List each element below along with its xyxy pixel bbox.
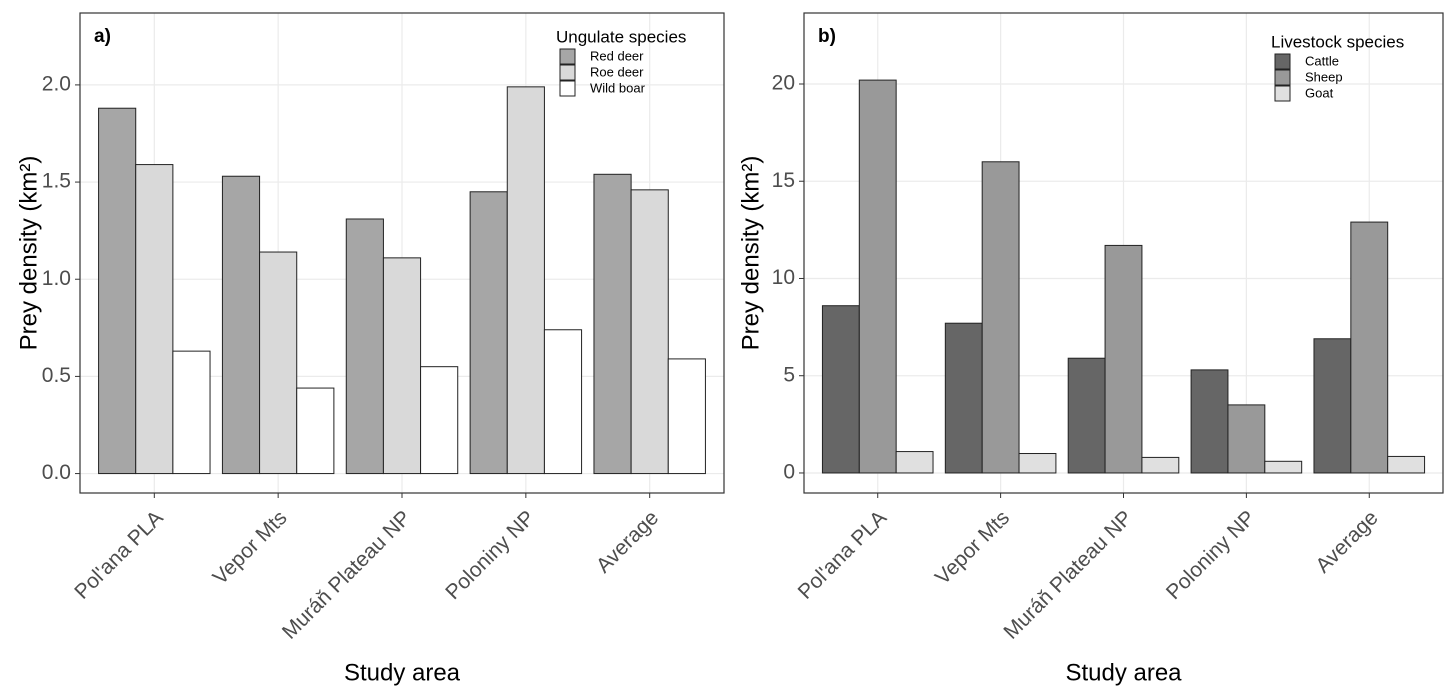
legend-swatch	[559, 64, 576, 81]
y-tick-label: 1.5	[42, 170, 71, 193]
y-axis-title: Prey density (km²)	[737, 156, 764, 351]
y-tick-label: 1.0	[42, 267, 71, 290]
bar	[259, 251, 298, 475]
y-tick-label: 10	[772, 266, 795, 289]
bar	[420, 366, 459, 475]
legend-label: Wild boar	[590, 80, 646, 95]
bar	[895, 451, 934, 474]
y-tick-label: 20	[772, 72, 795, 95]
x-tick-label: Poloniny NP	[441, 506, 539, 604]
bar	[630, 189, 669, 475]
x-tick-label: Pol'ana PLA	[70, 506, 168, 604]
y-tick-label: 5	[783, 363, 795, 386]
y-axis-title: Prey density (km²)	[15, 156, 42, 351]
x-axis-title: Study area	[1065, 659, 1182, 686]
bar	[506, 86, 545, 475]
panel-label: a)	[94, 26, 111, 47]
bar	[1141, 456, 1180, 474]
legend-label: Roe deer	[590, 64, 644, 79]
legend-swatch	[1274, 69, 1291, 86]
bar	[135, 164, 174, 475]
bar	[543, 329, 583, 475]
y-tick-label: 0	[783, 461, 795, 484]
panel-border	[803, 12, 1444, 494]
bar	[1313, 338, 1352, 474]
x-tick-label: Vepor Mts	[931, 506, 1014, 589]
x-axis-title: Study area	[344, 659, 461, 686]
bar	[858, 79, 897, 474]
bar	[382, 257, 422, 475]
x-tick-label: Muráň Plateau NP	[999, 506, 1137, 644]
x-tick-label: Average	[592, 506, 663, 577]
legend-label: Cattle	[1305, 53, 1339, 68]
x-tick-label: Muráň Plateau NP	[278, 506, 416, 644]
bar	[345, 218, 384, 475]
bar	[1387, 455, 1426, 474]
x-tick-label: Poloniny NP	[1162, 506, 1260, 604]
legend-title: Livestock species	[1271, 32, 1404, 51]
bar	[296, 387, 335, 475]
bar	[1350, 221, 1389, 474]
legend-swatch	[559, 48, 576, 65]
legend-swatch	[1274, 85, 1291, 102]
bar	[469, 191, 508, 475]
bar	[1018, 453, 1057, 474]
x-tick-label: Vepor Mts	[208, 506, 291, 589]
panel-label: b)	[818, 26, 836, 47]
bar	[981, 161, 1020, 474]
y-tick-label: 0.0	[42, 461, 71, 484]
y-tick-label: 2.0	[42, 72, 71, 95]
legend-label: Sheep	[1305, 69, 1343, 84]
bar	[98, 107, 137, 475]
y-tick-label: 15	[772, 169, 795, 192]
bar	[172, 350, 211, 475]
bar	[1227, 404, 1266, 474]
bar	[667, 358, 706, 475]
bar	[593, 173, 632, 475]
x-tick-label: Average	[1311, 506, 1382, 577]
bar	[221, 175, 261, 475]
x-tick-label: Pol'ana PLA	[794, 506, 892, 604]
bar	[1190, 369, 1229, 474]
y-tick-label: 0.5	[42, 364, 71, 387]
bar	[1067, 357, 1106, 474]
legend-swatch	[559, 80, 576, 97]
legend-swatch	[1274, 53, 1291, 70]
panel-border	[79, 12, 725, 494]
legend-title: Ungulate species	[556, 27, 686, 46]
bar	[1104, 244, 1143, 474]
bar	[944, 322, 983, 474]
bar	[1264, 460, 1303, 474]
legend-label: Goat	[1305, 85, 1334, 100]
legend-label: Red deer	[590, 48, 644, 63]
bar	[821, 305, 860, 474]
